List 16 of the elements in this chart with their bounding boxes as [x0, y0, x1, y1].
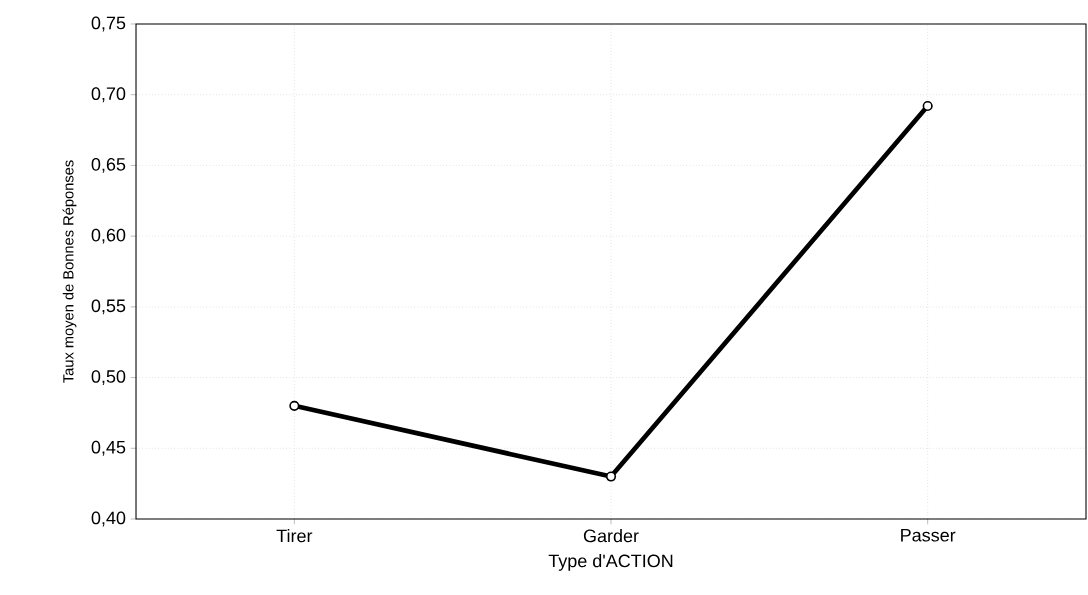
- y-tick-label: 0,70: [91, 87, 126, 103]
- point: [922, 100, 933, 112]
- x-axis-title: Type d'ACTION: [548, 554, 673, 571]
- y-tick-label: 0,60: [91, 228, 126, 244]
- point: [289, 400, 300, 411]
- x-tick-label: Passer: [901, 529, 956, 542]
- y-tick-label: 0,45: [91, 440, 126, 456]
- y-tick-label: 0,65: [91, 157, 126, 173]
- y-tick-label: 0,40: [91, 511, 126, 527]
- y-axis-title: Taux moyen de Bonnes Réponses: [62, 160, 77, 383]
- y-tick-label: 0,55: [91, 299, 126, 315]
- point: [605, 471, 617, 482]
- x-tick-label: Garder: [583, 529, 639, 543]
- x-tick-label: Tirer: [276, 529, 313, 543]
- y-tick-label: 0,50: [91, 370, 126, 385]
- y-tick-label: 0,75: [91, 16, 126, 32]
